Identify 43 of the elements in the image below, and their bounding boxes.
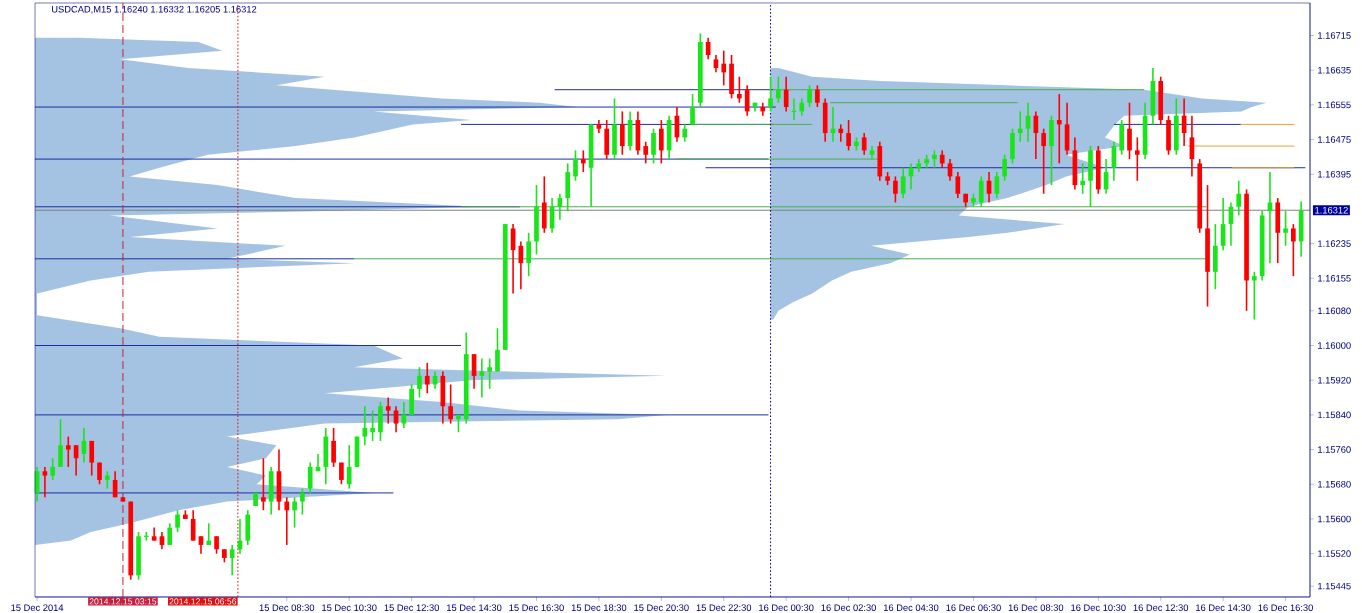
candlestick xyxy=(1134,136,1140,182)
y-tick-label: 1.15920 xyxy=(1318,376,1351,384)
y-tick-label: 1.15760 xyxy=(1318,446,1351,453)
x-tick-label: 15 Dec 22:30 xyxy=(696,604,752,611)
x-tick-label: 16 Dec 04:30 xyxy=(883,604,939,611)
y-tick-label: 1.16715 xyxy=(1318,32,1351,39)
x-tick-label: 16 Dec 12:30 xyxy=(1133,604,1189,611)
x-tick-label: 15 Dec 08:30 xyxy=(259,604,315,611)
y-tick-label: 1.16235 xyxy=(1318,240,1351,247)
x-tick-label: 15 Dec 10:30 xyxy=(322,604,377,611)
x-tick-label: 16 Dec 08:30 xyxy=(1008,604,1064,611)
ref-line-label: 2014.12.15 06:56 xyxy=(169,598,237,605)
candlestick xyxy=(261,457,266,512)
x-tick-label: 15 Dec 2014 xyxy=(11,604,64,611)
x-tick-label: 15 Dec 14:30 xyxy=(447,604,502,611)
y-tick-label: 1.16000 xyxy=(1318,342,1351,349)
y-tick-label: 1.15520 xyxy=(1318,550,1351,557)
y-tick-label: 1.16080 xyxy=(1318,307,1351,315)
x-tick-label: 16 Dec 02:30 xyxy=(821,604,876,611)
x-tick-label: 16 Dec 10:30 xyxy=(1071,604,1126,611)
y-tick-label: 1.16635 xyxy=(1318,66,1351,74)
candlestick xyxy=(1283,210,1288,247)
y-tick-label: 1.15680 xyxy=(1318,480,1351,488)
x-tick-label: 15 Dec 16:30 xyxy=(509,604,564,611)
candlestick xyxy=(487,357,493,390)
chart-title: USDCAD,M15 1.16240 1.16332 1.16205 1.16312 xyxy=(51,5,257,14)
x-tick-label: 16 Dec 14:30 xyxy=(1196,604,1251,611)
x-tick-label: 15 Dec 18:30 xyxy=(571,604,627,611)
x-tick-label: 16 Dec 06:30 xyxy=(946,604,1001,611)
ref-line-label: 1.16312 xyxy=(1315,206,1348,214)
candlestick xyxy=(65,435,71,468)
y-tick-label: 1.16475 xyxy=(1318,136,1351,143)
y-tick-label: 1.15840 xyxy=(1318,411,1351,419)
y-tick-label: 1.15445 xyxy=(1318,582,1351,590)
x-tick-label: 16 Dec 00:30 xyxy=(759,604,814,611)
y-tick-label: 1.16395 xyxy=(1318,170,1351,178)
y-tick-label: 1.16555 xyxy=(1318,101,1351,109)
ref-line-label: 2014.12.15 03:15 xyxy=(89,598,157,605)
y-tick-label: 1.16155 xyxy=(1318,275,1351,282)
y-tick-label: 1.15600 xyxy=(1318,515,1351,523)
x-tick-label: 16 Dec 16:30 xyxy=(1258,604,1313,611)
x-tick-label: 15 Dec 12:30 xyxy=(384,604,440,611)
x-tick-label: 15 Dec 20:30 xyxy=(634,604,689,611)
